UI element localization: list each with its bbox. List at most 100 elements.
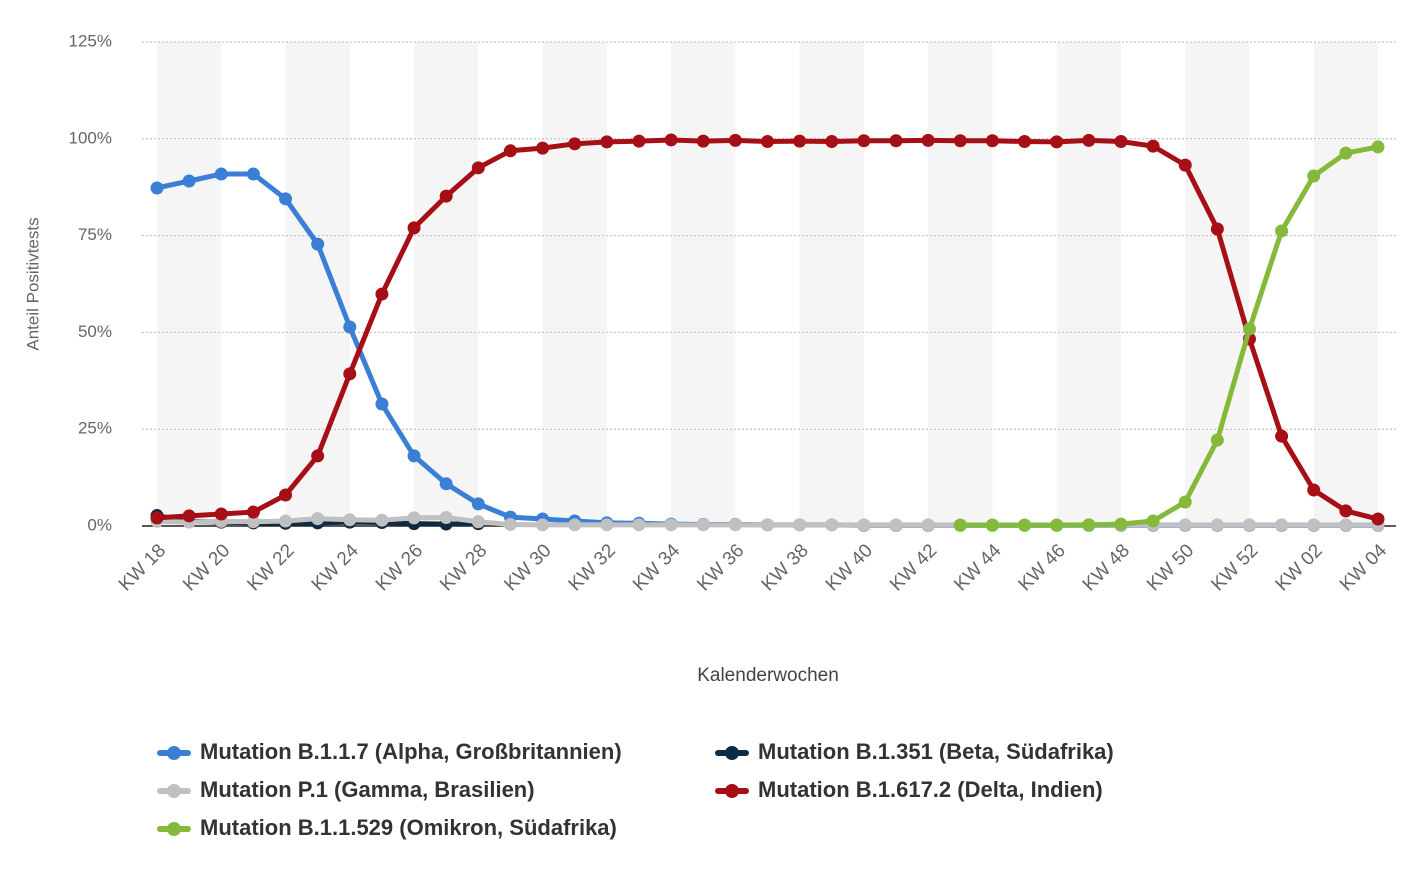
point [1242, 322, 1256, 336]
point [246, 505, 260, 519]
point [182, 509, 196, 523]
legend-label: Mutation B.1.1.529 (Omikron, Südafrika) [200, 815, 617, 840]
point [728, 133, 742, 147]
x-tick-label: KW 30 [500, 540, 555, 595]
legend-label: Mutation B.1.1.7 (Alpha, Großbritannien) [200, 739, 622, 764]
point [471, 515, 485, 529]
legend-symbol [725, 746, 739, 760]
point [1050, 135, 1064, 149]
point [311, 512, 325, 526]
point [1146, 514, 1160, 528]
point [407, 221, 421, 235]
point [857, 134, 871, 148]
point [503, 144, 517, 158]
point [600, 518, 614, 532]
x-tick-label: KW 22 [243, 540, 298, 595]
point [1178, 495, 1192, 509]
point [889, 518, 903, 532]
legend-symbol [725, 784, 739, 798]
x-tick-label: KW 26 [372, 540, 427, 595]
x-tick-label: KW 20 [179, 540, 234, 595]
band [1313, 42, 1378, 526]
y-tick-label: 50% [78, 322, 112, 341]
band [542, 42, 607, 526]
point [1178, 158, 1192, 172]
x-tick-label: KW 48 [1079, 540, 1134, 595]
point [696, 518, 710, 532]
x-tick-label: KW 42 [886, 540, 941, 595]
x-tick-label: KW 02 [1272, 540, 1327, 595]
point [279, 514, 293, 528]
point [439, 477, 453, 491]
point [921, 133, 935, 147]
point [536, 141, 550, 155]
point [600, 135, 614, 149]
point [568, 137, 582, 151]
x-tick-label: KW 44 [950, 540, 1005, 595]
band [671, 42, 736, 526]
point [985, 518, 999, 532]
point [1082, 133, 1096, 147]
x-tick-label: KW 50 [1143, 540, 1198, 595]
point [1050, 518, 1064, 532]
point [953, 134, 967, 148]
point [1275, 224, 1289, 238]
point [1339, 518, 1353, 532]
point [985, 134, 999, 148]
point [1082, 518, 1096, 532]
point [343, 513, 357, 527]
point [343, 320, 357, 334]
point [1146, 139, 1160, 153]
band [285, 42, 350, 526]
legend-symbol [167, 822, 181, 836]
point [825, 518, 839, 532]
point [793, 134, 807, 148]
point [311, 449, 325, 463]
legend-label: Mutation P.1 (Gamma, Brasilien) [200, 777, 535, 802]
point [471, 497, 485, 511]
x-tick-label: KW 52 [1207, 540, 1262, 595]
x-tick-label: KW 46 [1015, 540, 1070, 595]
point [664, 518, 678, 532]
point [1371, 140, 1385, 154]
legend-label: Mutation B.1.617.2 (Delta, Indien) [758, 777, 1103, 802]
point [1210, 433, 1224, 447]
point [246, 167, 260, 181]
background-bands [157, 42, 1378, 526]
point [1018, 135, 1032, 149]
x-tick-label: KW 40 [822, 540, 877, 595]
point [921, 518, 935, 532]
point [150, 511, 164, 525]
x-tick-label: KW 18 [115, 540, 170, 595]
y-tick-label: 25% [78, 419, 112, 438]
band [414, 42, 479, 526]
legend-symbol [167, 784, 181, 798]
band [1185, 42, 1250, 526]
point [246, 515, 260, 529]
x-tick-label: KW 24 [308, 540, 363, 595]
x-tick-label: KW 32 [565, 540, 620, 595]
point [1242, 518, 1256, 532]
point [1114, 135, 1128, 149]
x-tick-label: KW 28 [436, 540, 491, 595]
point [214, 167, 228, 181]
point [1210, 222, 1224, 236]
point [953, 518, 967, 532]
point [632, 518, 646, 532]
point [214, 507, 228, 521]
point [1307, 518, 1321, 532]
point [761, 135, 774, 149]
y-tick-label: 125% [69, 31, 112, 50]
point [825, 135, 839, 149]
point [889, 134, 903, 148]
point [1307, 483, 1321, 497]
point [696, 134, 710, 148]
point [1275, 518, 1289, 532]
point [1178, 518, 1192, 532]
point [471, 161, 485, 175]
point [632, 134, 646, 148]
band [157, 42, 222, 526]
point [728, 518, 742, 532]
legend-symbol [167, 746, 181, 760]
